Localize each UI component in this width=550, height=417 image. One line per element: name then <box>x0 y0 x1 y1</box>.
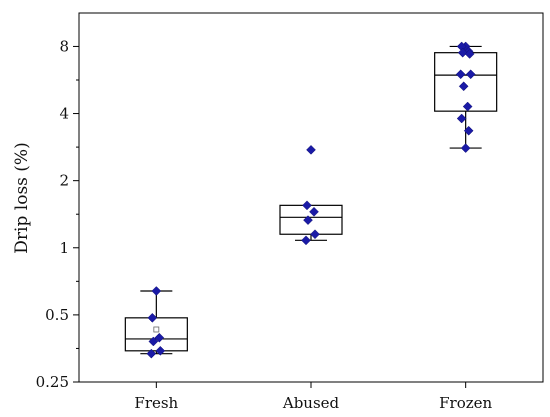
data-point <box>148 336 159 347</box>
data-point <box>460 143 471 153</box>
data-point <box>306 144 316 155</box>
x-tick-label: Abused <box>282 394 340 412</box>
data-point <box>456 113 467 124</box>
data-point <box>457 47 468 58</box>
data-point <box>455 69 466 80</box>
box-abused <box>279 144 343 246</box>
y-tick-label: 0.25 <box>36 373 69 391</box>
data-point <box>465 69 476 80</box>
data-point <box>458 81 469 92</box>
data-point <box>301 235 311 246</box>
y-axis-ticks: 0.25 0.5 1 2 4 8 <box>36 37 79 391</box>
y-tick-label: 2 <box>59 172 69 190</box>
data-point <box>303 215 313 226</box>
data-point <box>309 206 319 217</box>
data-point <box>302 200 312 211</box>
data-point <box>155 345 166 356</box>
data-point <box>147 312 158 323</box>
axes <box>78 12 544 383</box>
data-point <box>146 348 157 359</box>
y-axis-label: Drip loss (%) <box>12 142 32 253</box>
data-point <box>462 101 473 112</box>
data-point <box>151 286 162 296</box>
mean-marker <box>153 326 160 333</box>
data-point <box>464 49 475 59</box>
plot-frame <box>78 12 544 383</box>
y-tick-label: 1 <box>59 239 69 257</box>
x-tick-label: Fresh <box>134 394 178 412</box>
y-tick-label: 4 <box>59 105 69 123</box>
x-axis-ticks: Fresh Abused Frozen <box>134 382 493 412</box>
boxes <box>124 41 498 359</box>
data-point <box>310 229 320 240</box>
data-point <box>154 332 165 343</box>
iqr-box <box>434 52 498 112</box>
data-point <box>463 125 474 136</box>
y-tick-label: 8 <box>59 37 69 55</box>
box-frozen <box>434 41 498 153</box>
box-fresh <box>124 286 188 359</box>
x-tick-label: Frozen <box>439 394 492 412</box>
iqr-box <box>124 317 188 352</box>
y-tick-label: 0.5 <box>45 306 69 324</box>
